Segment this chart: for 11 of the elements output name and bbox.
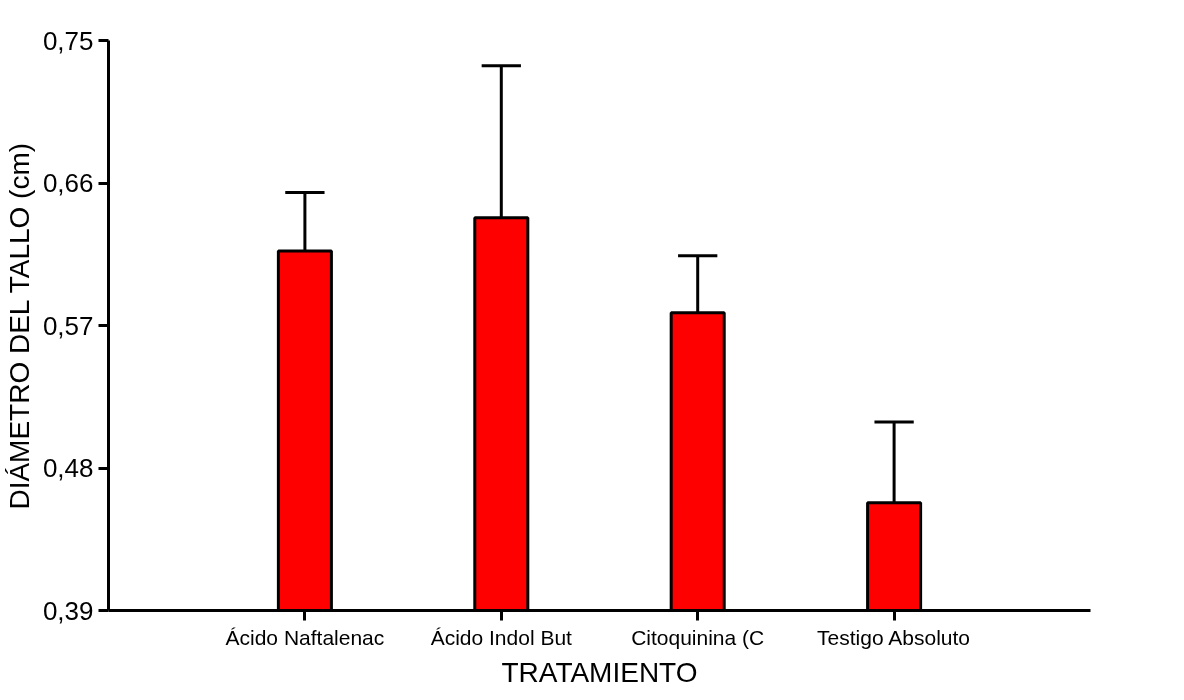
- x-tick-label: Citoquinina (C: [631, 625, 765, 649]
- x-axis-title: TRATAMIENTO: [501, 656, 698, 688]
- y-tick-label: 0,75: [42, 25, 94, 56]
- x-tick-label: Ácido Naftalenac: [225, 625, 385, 649]
- y-tick-label: 0,48: [42, 453, 94, 483]
- x-tick-label: Testigo Absoluto: [817, 625, 970, 649]
- x-tick-label: Ácido Indol But: [430, 625, 573, 649]
- y-tick-label: 0,66: [42, 168, 94, 198]
- y-tick-label: 0,57: [42, 310, 94, 341]
- y-axis-title: DIÁMETRO DEL TALLO (cm): [3, 142, 35, 510]
- y-tick-label: 0,39: [42, 595, 94, 626]
